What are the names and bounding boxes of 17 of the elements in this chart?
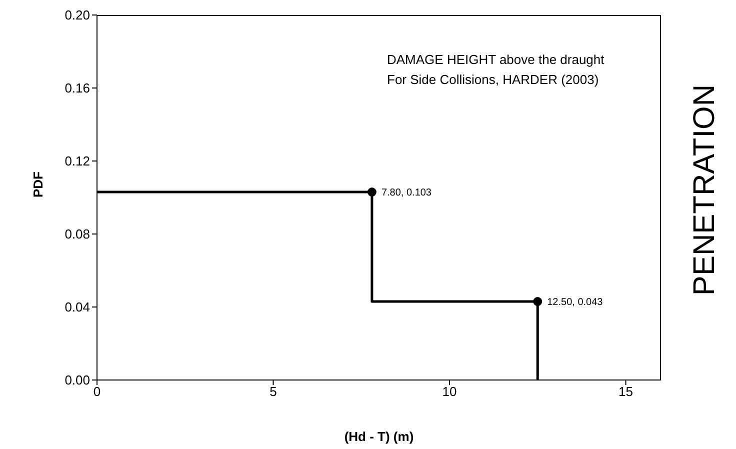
- y-tick-label: 0.04: [64, 300, 90, 315]
- data-label: 12.50, 0.043: [547, 297, 604, 308]
- y-axis-title: PDF: [30, 171, 46, 198]
- y-tick-label: 0.20: [64, 8, 90, 23]
- y-tick-label: 0.08: [64, 226, 90, 242]
- annotation: DAMAGE HEIGHT above the draught: [387, 52, 604, 67]
- x-tick-label: 0: [93, 384, 101, 400]
- data-label: 7.80, 0.103: [381, 188, 432, 199]
- x-tick-label: 10: [442, 384, 457, 400]
- annotation: For Side Collisions, HARDER (2003): [387, 72, 599, 87]
- x-tick-label: 5: [270, 384, 277, 400]
- y-tick-label: 0.00: [64, 372, 90, 388]
- text: PENETRATION: [688, 84, 722, 296]
- x-axis-title: (Hd - T) (m): [344, 429, 414, 444]
- x-tick-label: 15: [618, 384, 633, 400]
- y-tick-label: 0.12: [64, 154, 90, 169]
- y-tick-label: 0.16: [64, 80, 90, 96]
